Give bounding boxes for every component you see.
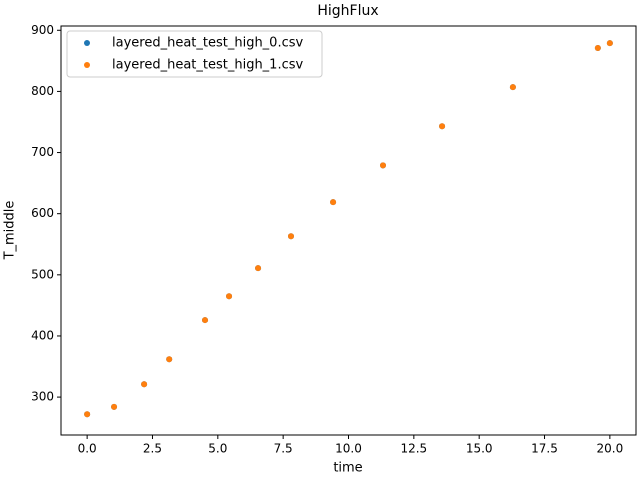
point <box>141 381 148 388</box>
y-tick-label: 400 <box>31 328 54 342</box>
point <box>606 40 613 47</box>
legend-marker <box>84 40 90 46</box>
point <box>380 162 386 169</box>
x-tick-label: 15.0 <box>466 442 493 456</box>
legend-label: layered_heat_test_high_0.csv <box>112 36 304 51</box>
y-tick-label: 700 <box>31 145 54 159</box>
x-tick-label: 10.0 <box>335 442 362 456</box>
point <box>202 317 209 324</box>
x-tick-label: 0.0 <box>78 442 97 456</box>
y-tick-label: 600 <box>31 206 54 220</box>
point <box>330 199 337 206</box>
legend-label: layered_heat_test_high_1.csv <box>112 58 304 73</box>
x-tick-label: 7.5 <box>274 442 293 456</box>
x-tick-label: 20.0 <box>597 442 624 456</box>
legend-box <box>66 30 323 78</box>
y-tick-label: 900 <box>31 23 54 37</box>
point <box>166 356 173 363</box>
legend-marker <box>84 62 90 68</box>
x-axis-label: time <box>333 461 362 476</box>
point <box>288 233 294 240</box>
point <box>439 123 446 130</box>
x-tick-label: 5.0 <box>208 442 227 456</box>
y-tick-label: 800 <box>31 84 54 98</box>
point <box>84 411 91 418</box>
x-tick-label: 17.5 <box>531 442 558 456</box>
point <box>255 265 262 272</box>
y-axis-label: T_middle <box>3 201 18 261</box>
x-tick-label: 12.5 <box>400 442 427 456</box>
point <box>594 45 601 52</box>
plot-frame <box>60 25 637 436</box>
point <box>226 293 233 300</box>
point <box>111 403 118 410</box>
y-tick-label: 300 <box>31 390 54 404</box>
chart-title: HighFlux <box>317 3 378 19</box>
y-tick-label: 500 <box>31 267 54 281</box>
point <box>509 84 516 91</box>
x-tick-label: 2.5 <box>143 442 162 456</box>
